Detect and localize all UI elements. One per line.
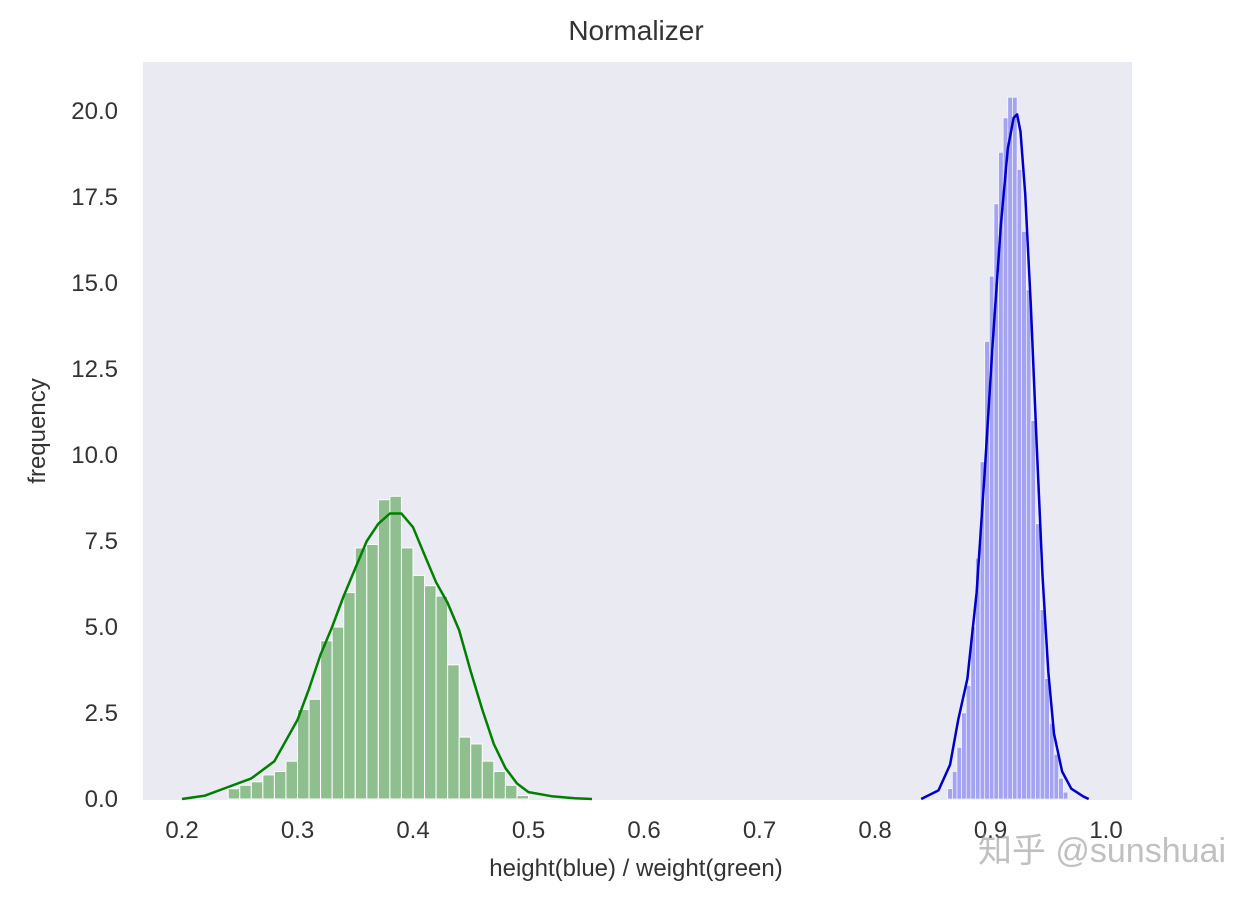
histogram-bar (1007, 96, 1013, 800)
x-tick-label: 0.9 (974, 817, 1007, 844)
histogram-bar (1026, 289, 1032, 800)
histogram-bar (481, 760, 495, 800)
histogram-bar (308, 698, 322, 800)
x-tick-label: 0.2 (165, 817, 198, 844)
histogram-bar (1016, 169, 1022, 800)
histogram-bar (458, 736, 472, 800)
y-tick-label: 7.5 (85, 528, 118, 555)
y-tick-label: 20.0 (71, 98, 118, 125)
histogram-bar (1002, 117, 1009, 800)
y-tick-label: 15.0 (71, 270, 118, 297)
histogram-bar (227, 788, 241, 800)
histogram-bar (424, 585, 437, 800)
histogram-bar (377, 499, 391, 800)
histogram-bar (961, 712, 967, 800)
histogram-bar (435, 595, 449, 800)
histogram-bar (470, 743, 483, 800)
y-tick-label: 2.5 (85, 700, 118, 727)
x-tick-label: 1.0 (1089, 817, 1122, 844)
x-axis-label: height(blue) / weight(green) (489, 855, 783, 882)
histogram-bar (297, 709, 310, 800)
y-tick-labels: 0.0 2.5 5.0 7.5 10.0 12.5 15.0 17.5 20.0 (71, 98, 118, 813)
histogram-bar (1021, 231, 1027, 800)
histogram-bar (970, 626, 976, 800)
histogram-bar (273, 770, 287, 800)
y-tick-label: 0.0 (85, 786, 118, 813)
histogram-bar (516, 795, 530, 800)
x-tick-label: 0.3 (281, 817, 314, 844)
x-tick-label: 0.6 (627, 817, 660, 844)
histogram-bar (1058, 778, 1064, 800)
x-tick-labels: 0.2 0.3 0.4 0.5 0.6 0.7 0.8 0.9 1.0 (165, 817, 1122, 844)
histogram-bar (947, 788, 953, 800)
histogram-bar (250, 781, 264, 800)
histogram-bar (320, 640, 333, 800)
y-axis-label: frequency (24, 378, 51, 483)
histogram-bar (504, 784, 518, 800)
y-tick-label: 17.5 (71, 184, 118, 211)
y-tick-label: 5.0 (85, 614, 118, 641)
histogram-bar (343, 592, 356, 800)
histogram-bar (965, 685, 972, 800)
y-tick-label: 10.0 (71, 442, 118, 469)
histogram-bar (1012, 96, 1018, 800)
histogram-bar (1039, 609, 1046, 800)
histogram-bar (389, 495, 402, 800)
histogram-bar (331, 626, 345, 800)
histogram-bar (262, 774, 275, 800)
kde-curves (181, 113, 1090, 801)
x-tick-label: 0.8 (858, 817, 891, 844)
kde-curve (920, 113, 1090, 801)
histogram-bar (239, 784, 252, 800)
histogram-bar (952, 771, 958, 800)
histogram-bar (1044, 678, 1050, 800)
histogram-bar (354, 547, 368, 800)
y-tick-label: 12.5 (71, 356, 118, 383)
histogram-bar (366, 543, 379, 800)
histogram-bar (956, 747, 962, 800)
histogram-bar (412, 574, 426, 800)
kde-curve (181, 512, 593, 801)
histogram-bar (400, 547, 414, 800)
histogram-bar (1062, 791, 1069, 800)
histogram-bar (1053, 753, 1059, 800)
chart-title: Normalizer (568, 15, 703, 46)
x-tick-label: 0.5 (512, 817, 545, 844)
histogram-bar (285, 760, 299, 800)
histogram-bar (447, 664, 460, 800)
histogram-bars (227, 96, 1069, 800)
x-tick-label: 0.7 (743, 817, 776, 844)
histogram-bar (1030, 420, 1036, 800)
x-tick-label: 0.4 (396, 817, 429, 844)
histogram-bar (1035, 523, 1041, 800)
watermark: 知乎 @sunshuai (978, 832, 1226, 870)
histogram-bar (493, 770, 506, 800)
